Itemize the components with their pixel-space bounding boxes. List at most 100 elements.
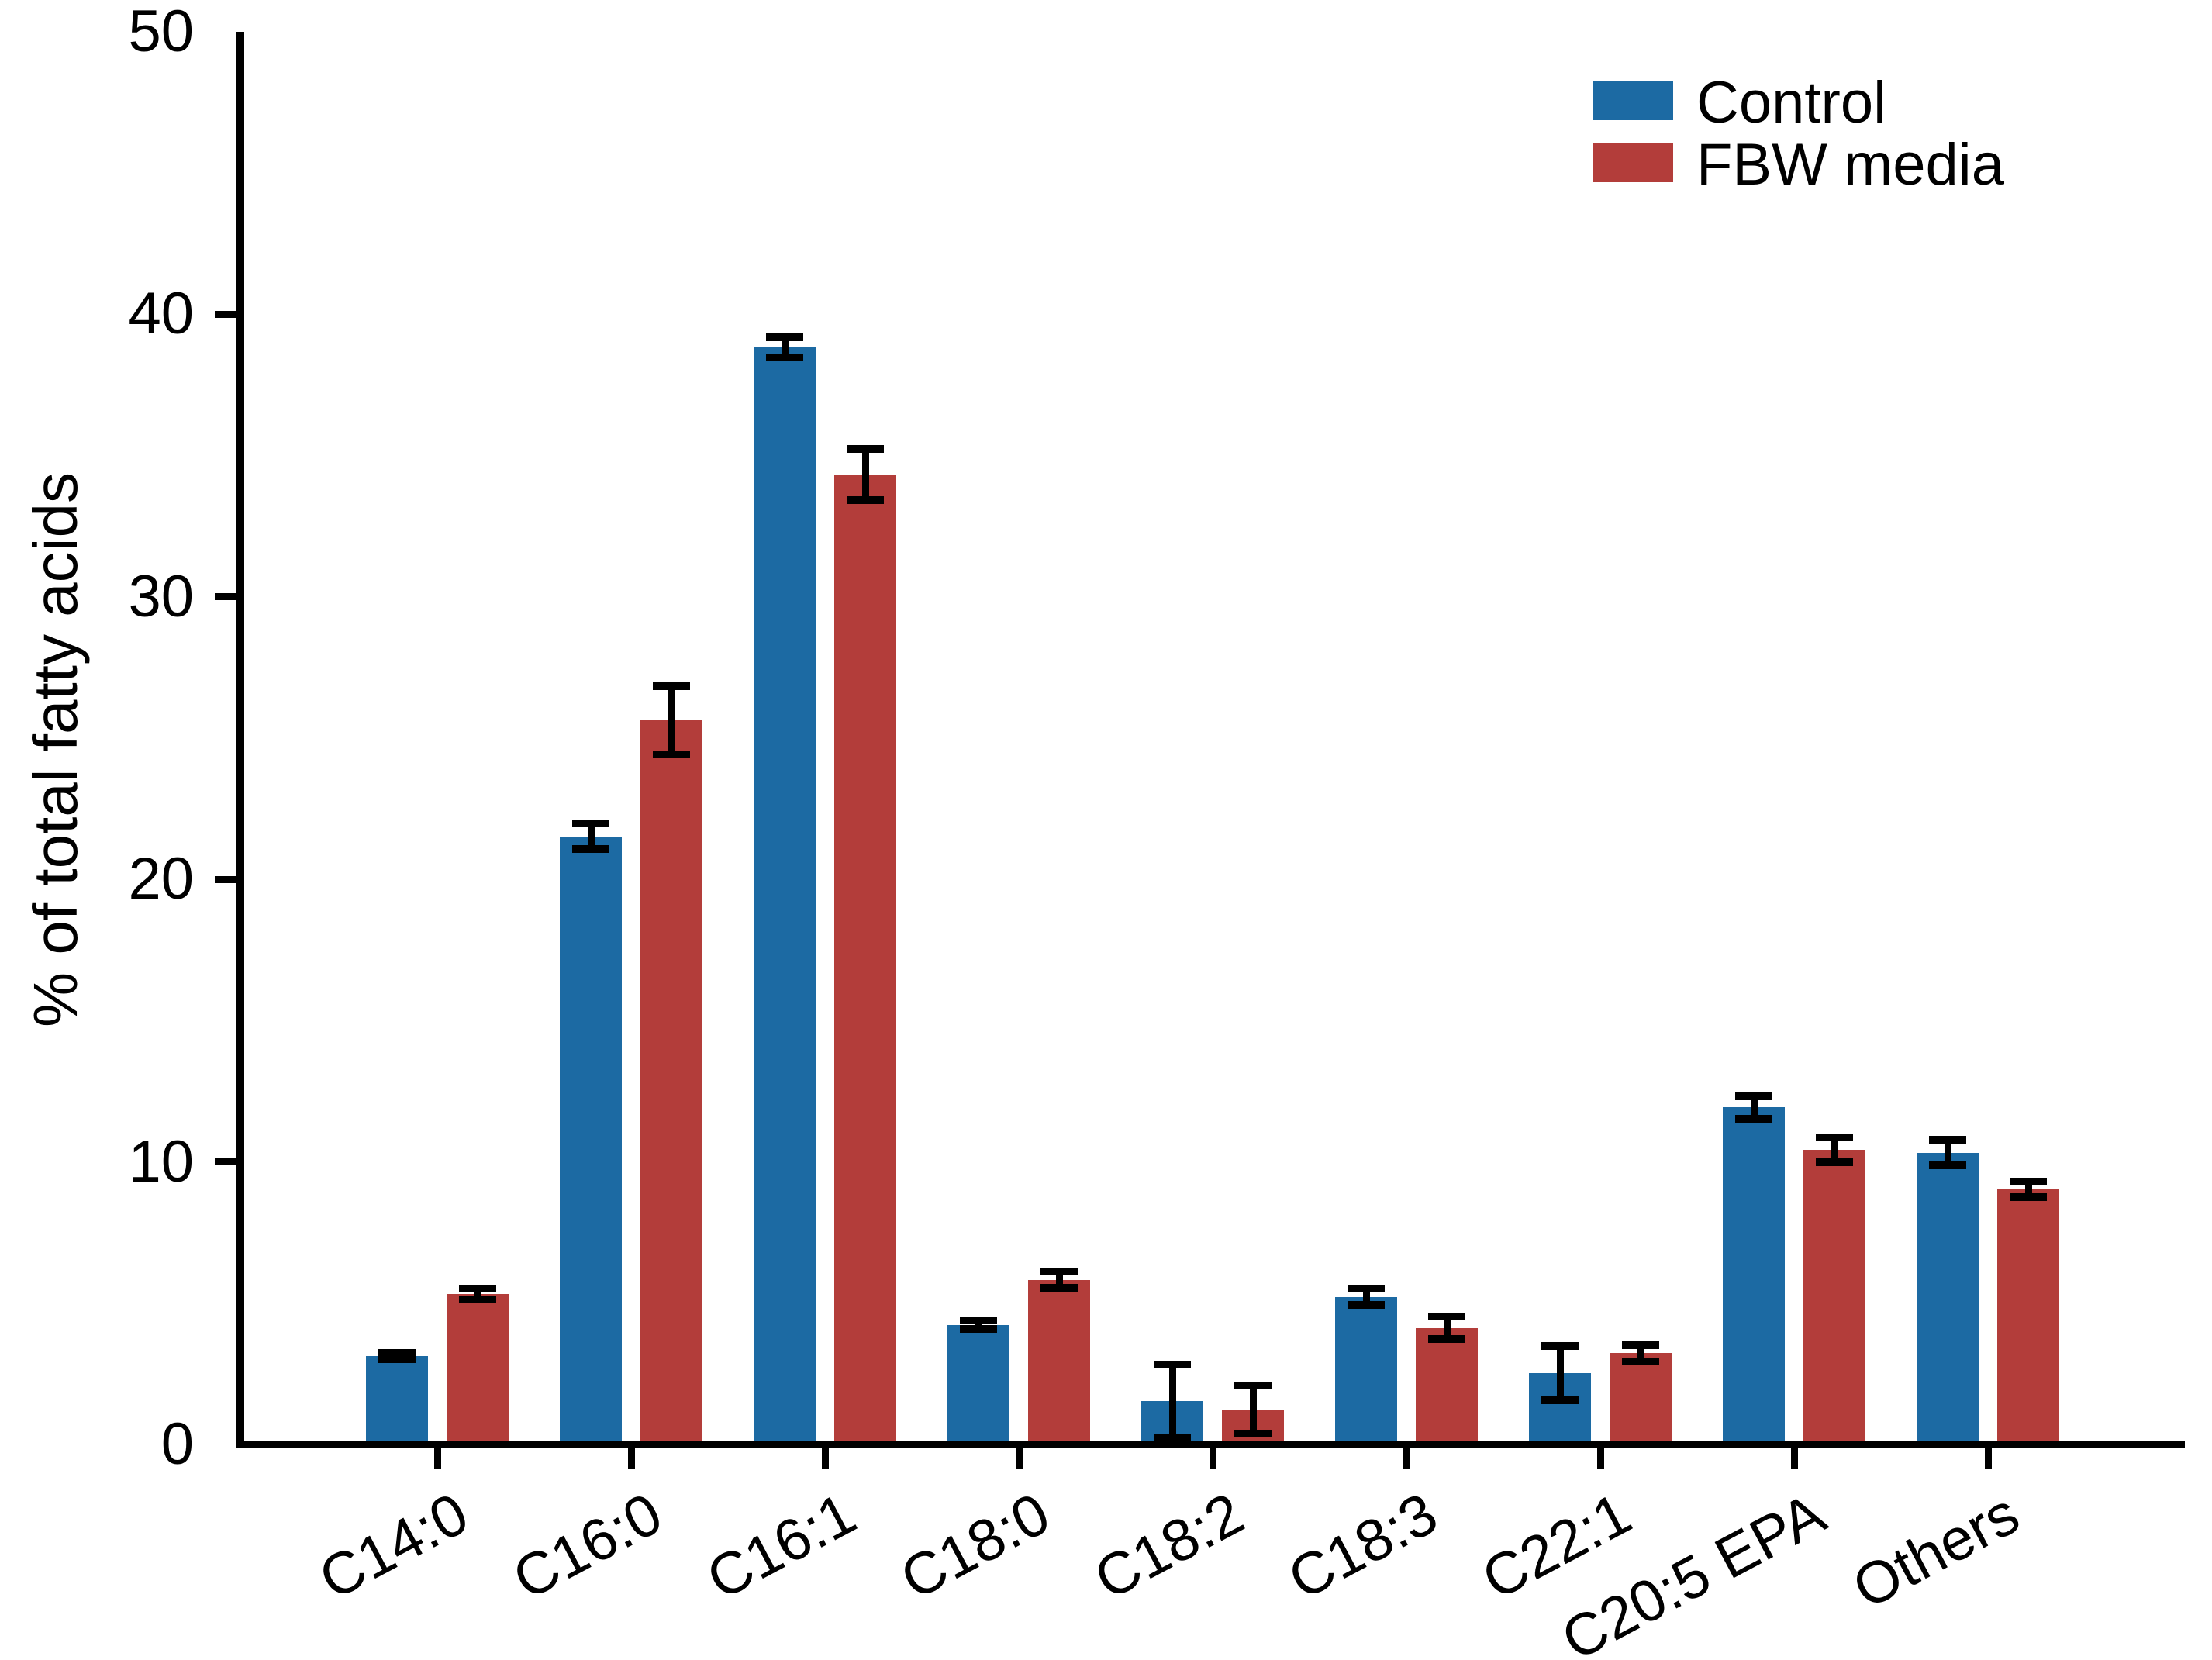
error-bar — [1168, 1364, 1176, 1438]
error-bar-cap — [847, 495, 884, 504]
y-tick-mark — [215, 310, 238, 318]
error-bar-cap — [459, 1284, 496, 1292]
bar-control-C16:0 — [560, 836, 622, 1447]
x-tick-label: C18:2 — [1084, 1480, 1254, 1613]
x-tick-mark — [1790, 1448, 1798, 1469]
error-bar — [1637, 1345, 1644, 1361]
bar-fbw-C14:0 — [447, 1293, 509, 1447]
error-bar — [1362, 1288, 1370, 1306]
y-tick-label: 10 — [128, 1128, 194, 1195]
error-bar-cap — [1234, 1430, 1272, 1438]
error-bar — [781, 337, 789, 357]
error-bar-cap — [1816, 1133, 1853, 1141]
x-axis-line — [236, 1441, 2185, 1448]
error-bar-cap — [1816, 1158, 1853, 1167]
legend-swatch-fbw-media — [1593, 143, 1673, 182]
bar-control-C14:0 — [366, 1356, 428, 1447]
bar-control-C20:5 EPA — [1723, 1107, 1785, 1447]
bar-control-C18:3 — [1335, 1296, 1397, 1447]
error-bar-cap — [1154, 1434, 1191, 1442]
x-tick-mark — [433, 1448, 441, 1469]
error-bar-cap — [1154, 1360, 1191, 1368]
y-axis-line — [236, 32, 244, 1448]
error-bar-cap — [1929, 1136, 1966, 1144]
y-tick-label: 30 — [128, 563, 194, 630]
error-bar-cap — [1541, 1396, 1579, 1404]
error-bar-cap — [1428, 1313, 1465, 1321]
error-bar-cap — [1541, 1342, 1579, 1351]
error-bar-cap — [572, 820, 609, 828]
error-bar — [1249, 1386, 1257, 1434]
error-bar-cap — [766, 333, 803, 342]
legend-label-fbw-media: FBW media — [1696, 132, 2004, 198]
bar-control-C18:0 — [947, 1324, 1009, 1447]
x-tick-label: C18:3 — [1278, 1480, 1448, 1613]
x-tick-label: C14:0 — [309, 1480, 479, 1613]
x-tick-mark — [1596, 1448, 1604, 1469]
bar-fbw-C16:0 — [640, 720, 702, 1447]
error-bar-cap — [653, 682, 690, 691]
error-bar — [975, 1320, 982, 1330]
y-tick-mark — [215, 593, 238, 601]
error-bar — [1831, 1137, 1838, 1163]
error-bar-cap — [1735, 1114, 1772, 1123]
x-tick-label: C18:0 — [890, 1480, 1061, 1613]
error-bar-cap — [1622, 1341, 1659, 1350]
error-bar-cap — [1428, 1335, 1465, 1344]
error-bar-cap — [847, 445, 884, 454]
error-bar-cap — [2010, 1193, 2047, 1202]
bar-fbw-Others — [1997, 1189, 2059, 1447]
error-bar-cap — [1234, 1382, 1272, 1390]
error-bar-cap — [378, 1355, 416, 1364]
bar-fbw-C18:0 — [1028, 1279, 1090, 1447]
legend-label-control: Control — [1696, 70, 1886, 136]
error-bar-cap — [766, 353, 803, 361]
y-tick-mark — [215, 875, 238, 883]
error-bar — [474, 1288, 481, 1299]
error-bar — [1556, 1346, 1564, 1400]
error-bar-cap — [1040, 1283, 1078, 1292]
x-tick-mark — [1209, 1448, 1216, 1469]
error-bar-cap — [653, 750, 690, 758]
error-bar-cap — [1348, 1301, 1385, 1310]
error-bar-cap — [1622, 1357, 1659, 1365]
bar-fbw-C22:1 — [1610, 1353, 1672, 1447]
y-tick-label: 40 — [128, 281, 194, 347]
error-bar — [861, 449, 869, 500]
error-bar-cap — [572, 844, 609, 853]
y-tick-label: 50 — [128, 0, 194, 64]
y-axis-title: % of total fatty acids — [21, 472, 90, 1027]
bar-control-Others — [1917, 1152, 1979, 1447]
bar-fbw-C20:5 EPA — [1803, 1150, 1865, 1447]
y-tick-mark — [215, 1158, 238, 1166]
error-bar-cap — [1040, 1268, 1078, 1276]
error-bar-cap — [459, 1295, 496, 1303]
error-bar — [1750, 1096, 1758, 1119]
x-tick-label: C16:0 — [502, 1480, 673, 1613]
y-tick-label: 0 — [160, 1411, 194, 1477]
x-tick-label: C16:1 — [696, 1480, 867, 1613]
error-bar — [587, 823, 595, 849]
bar-control-C16:1 — [754, 347, 816, 1447]
bar-fbw-C18:3 — [1416, 1327, 1478, 1447]
error-bar-cap — [1348, 1284, 1385, 1292]
bar-fbw-C16:1 — [834, 475, 896, 1447]
legend-swatch-control — [1593, 81, 1673, 120]
x-tick-mark — [1984, 1448, 1992, 1469]
error-bar — [1443, 1317, 1451, 1340]
x-tick-label: Others — [1842, 1480, 2030, 1622]
x-tick-mark — [1015, 1448, 1023, 1469]
y-tick-label: 20 — [128, 846, 194, 913]
x-tick-mark — [627, 1448, 635, 1469]
error-bar-cap — [2010, 1177, 2047, 1185]
error-bar — [2024, 1181, 2032, 1198]
error-bar-cap — [960, 1325, 997, 1334]
error-bar-cap — [378, 1348, 416, 1357]
error-bar-cap — [1735, 1092, 1772, 1100]
error-bar-cap — [960, 1317, 997, 1325]
error-bar — [1944, 1140, 1951, 1166]
error-bar — [1055, 1272, 1063, 1288]
error-bar — [668, 686, 675, 754]
x-tick-mark — [821, 1448, 829, 1469]
